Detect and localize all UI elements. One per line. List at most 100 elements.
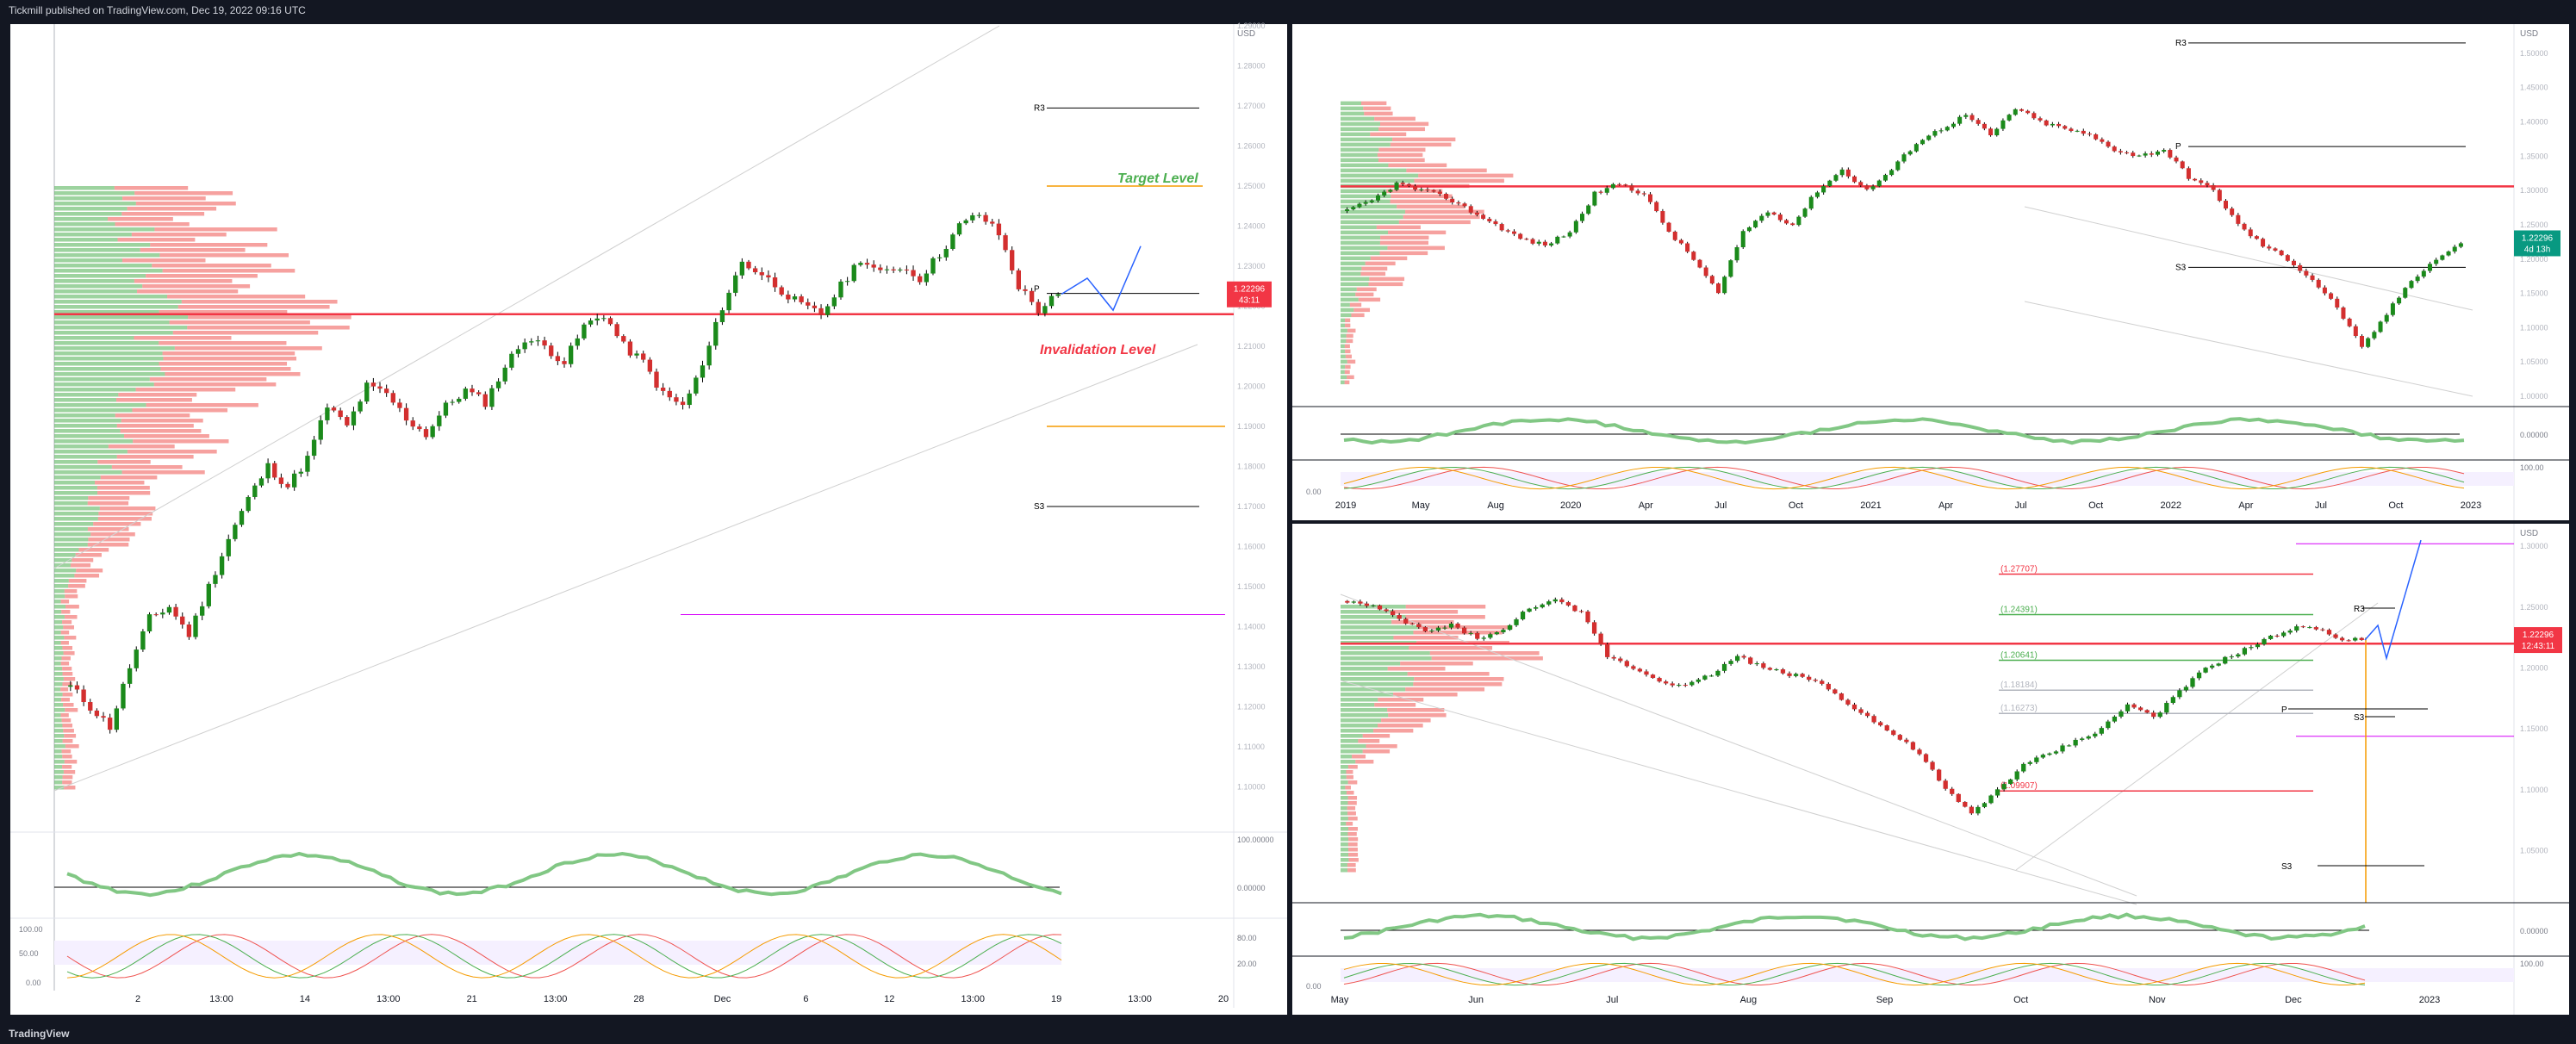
candle-body — [878, 267, 883, 270]
candle-body — [1487, 218, 1492, 221]
candle-body — [1976, 120, 1981, 124]
volume-profile-bar-down — [172, 331, 319, 335]
candle-body — [88, 702, 93, 711]
candle-body — [2019, 109, 2024, 111]
volume-profile-bar-down — [63, 770, 76, 774]
candle-body — [2281, 632, 2287, 637]
candle-body — [930, 258, 936, 274]
candle-body — [1055, 294, 1061, 296]
candle-body — [1660, 211, 1665, 223]
candle-body — [2268, 635, 2274, 639]
volume-profile-bar-down — [60, 600, 70, 604]
candle-body — [1493, 221, 1498, 225]
candle-body — [1845, 169, 1851, 177]
volume-profile-bar-up — [1341, 318, 1346, 323]
volume-profile-bar-up — [54, 543, 88, 547]
volume-profile-bar-down — [62, 780, 72, 785]
candle-body — [68, 685, 73, 687]
candle-body — [1832, 689, 1838, 694]
fib-label: (1.16273) — [2000, 704, 2038, 713]
volume-profile-bar-down — [1387, 708, 1445, 712]
candle-body — [806, 301, 811, 306]
x-tick-label: 13:00 — [961, 994, 985, 1004]
candle-body — [509, 353, 514, 368]
volume-profile-bar-down — [117, 238, 196, 242]
volume-profile-bar-up — [54, 667, 63, 671]
tr-osc-zero-label: 0.00000 — [2520, 431, 2548, 439]
volume-profile-bar-up — [1341, 718, 1382, 723]
tr-x-ticks: 2019 May Aug 2020 Apr Jul Oct 2021 Apr Jul Oct 2022… — [1335, 500, 2481, 511]
volume-profile-bar-down — [1405, 209, 1484, 214]
candle-body — [1889, 170, 1895, 176]
candle-body — [383, 388, 389, 394]
candle-body — [160, 612, 165, 615]
candle-body — [529, 341, 534, 343]
candle-body — [305, 456, 310, 472]
candle-body — [2236, 214, 2241, 224]
candle-body — [2322, 287, 2327, 294]
volume-profile-bar-up — [54, 512, 99, 516]
volume-profile-bar-down — [1418, 173, 1514, 178]
candle-body — [792, 296, 798, 300]
volume-profile-bar-down — [72, 558, 94, 562]
volume-profile-bar-up — [1341, 801, 1348, 805]
left-countdown: 43:11 — [1239, 296, 1260, 306]
volume-profile-bar-down — [1390, 142, 1452, 147]
volume-profile-bar-down — [181, 300, 338, 304]
candle-body — [180, 616, 185, 625]
volume-profile-bar-down — [150, 243, 268, 247]
candle-body — [1536, 241, 1541, 244]
candle-body — [2149, 153, 2154, 155]
candle-body — [1530, 239, 1535, 244]
tr-s3-label: S3 — [2175, 263, 2187, 272]
left-stoch-band — [54, 941, 1061, 965]
volume-profile-bar-down — [122, 196, 206, 201]
left-stoch-100: 100.00 — [19, 925, 43, 934]
candle-body — [278, 477, 284, 484]
left-stoch-50: 50.00 — [19, 949, 39, 958]
candle-body — [1969, 115, 1975, 121]
y-tick-label: 1.13000 — [1237, 662, 1266, 671]
volume-profile-bar-up — [54, 553, 76, 557]
volume-profile-bar-up — [54, 346, 175, 351]
volume-profile-bar-down — [131, 233, 227, 237]
left-stoch-0: 0.00 — [26, 979, 41, 987]
volume-profile-bar-down — [100, 475, 158, 480]
volume-profile-bar-down — [1362, 734, 1391, 738]
candle-body — [364, 382, 370, 402]
volume-profile-bar-up — [54, 506, 100, 511]
candle-body — [1023, 289, 1028, 291]
volume-profile-bar-up — [1341, 116, 1375, 121]
volume-profile-bar-up — [54, 496, 89, 500]
candle-body — [1345, 208, 1350, 212]
volume-profile-bar-up — [1341, 832, 1348, 836]
y-tick-label: 1.15000 — [2520, 289, 2548, 298]
volume-profile-bar-down — [1347, 780, 1358, 785]
y-tick-label: 1.15000 — [1237, 582, 1266, 591]
volume-profile-bar-down — [1387, 245, 1445, 251]
candle-body — [1357, 203, 1362, 208]
volume-profile-bar-up — [1341, 142, 1391, 147]
volume-profile-bar-up — [1341, 827, 1349, 831]
volume-profile-bar-up — [1341, 770, 1347, 774]
candle-body — [1926, 135, 1932, 140]
candle-body — [1010, 250, 1015, 270]
candle-body — [2205, 183, 2210, 185]
left-projection-path — [1061, 245, 1142, 312]
candle-body — [1827, 180, 1832, 187]
volume-profile-bar-down — [60, 687, 69, 692]
candle-body — [2053, 751, 2059, 754]
y-tick-label: 1.16000 — [1237, 543, 1266, 551]
candle-body — [1654, 202, 1659, 212]
volume-profile-bar-up — [54, 641, 61, 645]
candle-body — [2390, 303, 2395, 315]
volume-profile-bar-up — [54, 310, 159, 314]
candle-body — [2170, 697, 2175, 704]
candle-body — [1839, 169, 1845, 176]
candle-body — [239, 511, 245, 525]
candle-body — [1761, 663, 1766, 668]
volume-profile-bar-up — [1341, 364, 1346, 370]
candle-body — [1901, 154, 1907, 162]
x-tick-label: 28 — [633, 994, 644, 1004]
candle-body — [1409, 623, 1415, 625]
